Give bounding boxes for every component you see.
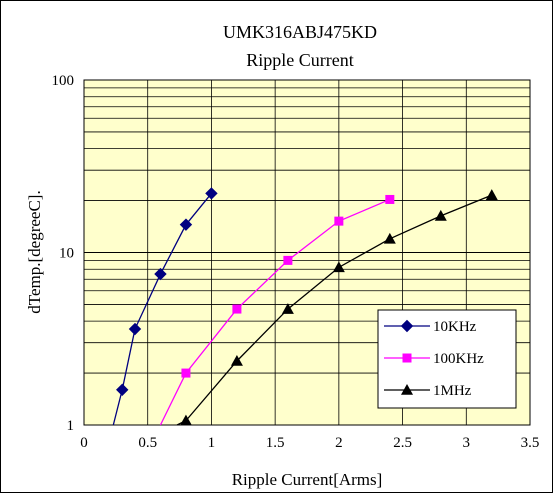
data-point [154, 267, 167, 281]
legend: 10KHz 100KHz 1MHz [377, 309, 517, 409]
data-point [332, 261, 345, 273]
legend-label: 10KHz [433, 319, 477, 335]
data-point [281, 303, 294, 314]
series-line [176, 194, 493, 426]
chart-title: UMK316ABJ475KD [223, 22, 377, 42]
x-tick-label: 3.5 [521, 435, 540, 451]
series-2 [176, 189, 498, 426]
data-point [179, 218, 193, 231]
data-point [385, 194, 395, 204]
y-tick-label: 100 [52, 73, 75, 89]
data-point [128, 322, 142, 336]
x-tick-label: 0.5 [138, 435, 157, 451]
legend-marker [400, 319, 414, 333]
data-point [434, 209, 447, 221]
series-1 [159, 194, 395, 426]
legend-marker [401, 384, 413, 395]
x-tick-label: 1 [208, 435, 216, 451]
x-tick-label: 3 [463, 435, 471, 451]
y-tick-label: 10 [59, 246, 74, 262]
x-axis-label: Ripple Current[Arms] [232, 470, 383, 489]
series-line [112, 193, 212, 426]
x-tick-label: 1.5 [266, 435, 285, 451]
data-point [116, 383, 129, 396]
data-point [205, 187, 218, 200]
x-tick-label: 2 [335, 435, 343, 451]
data-point [232, 304, 242, 314]
legend-marker [402, 353, 412, 363]
data-point [179, 414, 192, 426]
axis-ticks: 0 0.5 1 1.5 2 2.5 3 3.5 1 10 100 [52, 73, 540, 451]
data-point [334, 216, 344, 226]
data-point [283, 255, 293, 265]
x-tick-label: 0 [80, 435, 88, 451]
x-tick-label: 2.5 [393, 435, 412, 451]
y-axis-label: dTemp.[degreeC]. [25, 190, 44, 313]
y-tick-label: 1 [67, 418, 75, 434]
series-layer [112, 187, 498, 426]
data-point [485, 189, 498, 200]
series-0 [112, 187, 218, 426]
chart-subtitle: Ripple Current [246, 50, 353, 70]
data-point [181, 368, 191, 378]
legend-label: 100KHz [433, 351, 484, 367]
legend-label: 1MHz [433, 383, 472, 399]
data-point [230, 354, 243, 366]
series-line [159, 198, 391, 426]
data-point [383, 232, 396, 244]
